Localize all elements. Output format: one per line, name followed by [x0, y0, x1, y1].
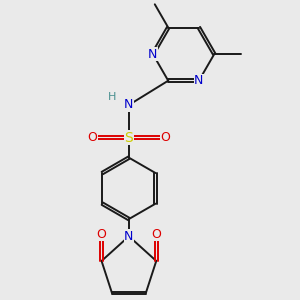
Text: O: O: [151, 228, 161, 241]
Text: O: O: [88, 131, 98, 144]
Text: N: N: [194, 74, 204, 87]
Text: S: S: [124, 130, 133, 145]
Text: N: N: [148, 48, 158, 61]
Text: O: O: [97, 228, 106, 241]
Text: N: N: [124, 98, 134, 111]
Text: N: N: [124, 230, 134, 243]
Text: O: O: [160, 131, 170, 144]
Text: H: H: [107, 92, 116, 102]
